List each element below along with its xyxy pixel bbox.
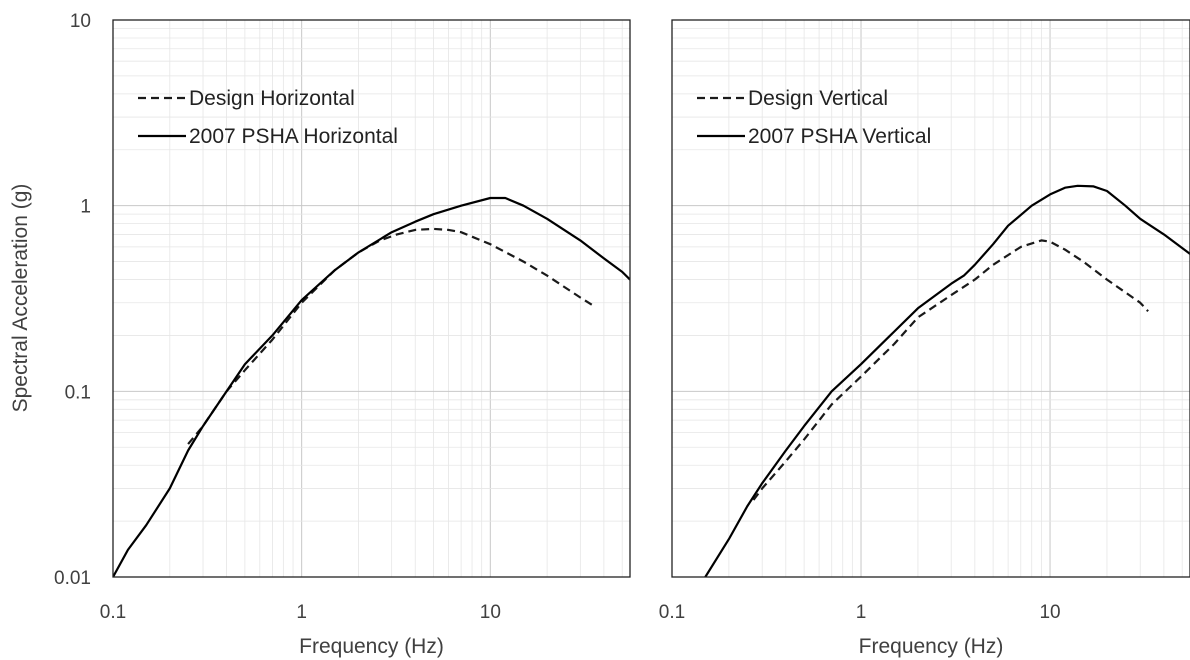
- legend-vertical: Design Vertical 2007 PSHA Vertical: [697, 87, 931, 148]
- x-axis-title-horizontal: Frequency (Hz): [299, 635, 444, 658]
- y-tick-label: 10: [70, 11, 91, 32]
- y-tick-labels: 0.01 0.1 1 10: [54, 11, 91, 589]
- series-layer-vertical: [704, 184, 1190, 577]
- plot-frame-vertical: [671, 19, 1190, 578]
- x-tick-label: 0.1: [100, 602, 126, 623]
- x-tick-label: 1: [856, 602, 867, 623]
- chart-vertical: 0.1 1 10 Frequency (Hz) Design Vertical 200…: [659, 19, 1190, 658]
- x-axis-title-vertical: Frequency (Hz): [859, 635, 1004, 658]
- series-line-1: [113, 196, 630, 577]
- y-tick-label: 0.1: [65, 382, 91, 403]
- legend-label: 2007 PSHA Horizontal: [189, 125, 398, 148]
- x-tick-labels-horizontal: 0.1 1 10: [100, 602, 501, 623]
- x-tick-labels-vertical: 0.1 1 10: [659, 602, 1061, 623]
- x-tick-label: 10: [1039, 602, 1060, 623]
- legend-label: Design Horizontal: [189, 87, 355, 110]
- series-line-0: [187, 227, 594, 445]
- series-layer-horizontal: [113, 196, 630, 577]
- series-line-0: [752, 239, 1149, 501]
- legend-horizontal: Design Horizontal 2007 PSHA Horizontal: [138, 87, 398, 148]
- legend-label: Design Vertical: [748, 87, 888, 110]
- grid-vertical: [671, 19, 1190, 578]
- x-tick-label: 1: [296, 602, 307, 623]
- series-line-1: [704, 184, 1190, 577]
- legend-label: 2007 PSHA Vertical: [748, 125, 931, 148]
- chart-horizontal: 0.01 0.1 1 10 0.1 1 10 Frequency (Hz) Design …: [54, 11, 631, 658]
- y-axis-title: Spectral Acceleration (g): [9, 184, 32, 413]
- x-tick-label: 10: [480, 602, 501, 623]
- x-tick-label: 0.1: [659, 602, 685, 623]
- y-tick-label: 1: [80, 197, 91, 218]
- plot-frame-horizontal: [112, 19, 631, 578]
- y-tick-label: 0.01: [54, 568, 91, 589]
